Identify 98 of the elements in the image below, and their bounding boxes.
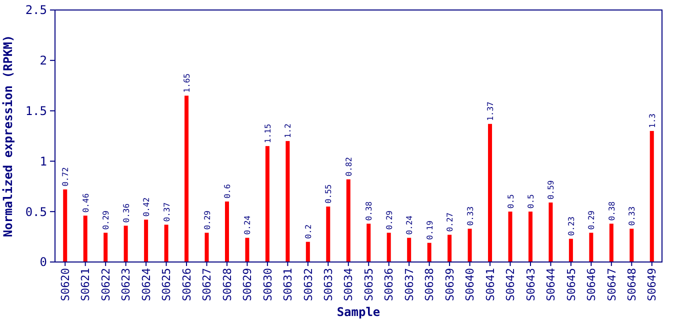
x-tick-label: S0621 bbox=[79, 268, 92, 302]
data-label: 0.37 bbox=[162, 202, 172, 222]
x-tick-label: S0639 bbox=[443, 268, 456, 302]
data-label: 0.72 bbox=[61, 166, 70, 186]
bar bbox=[568, 238, 573, 262]
x-tick-label: S0641 bbox=[484, 268, 497, 302]
bar bbox=[427, 242, 432, 262]
bar bbox=[63, 189, 68, 262]
bar bbox=[386, 232, 391, 262]
x-tick-label: S0632 bbox=[302, 268, 315, 302]
bar bbox=[286, 141, 290, 262]
data-label: 0.29 bbox=[384, 210, 394, 230]
bar bbox=[144, 220, 148, 262]
bar bbox=[528, 212, 532, 262]
y-tick-label: 2.5 bbox=[25, 3, 47, 18]
x-tick-label: S0636 bbox=[382, 268, 396, 302]
bar bbox=[224, 202, 229, 262]
data-label: 0.5 bbox=[526, 194, 536, 209]
bar bbox=[630, 228, 634, 262]
x-tick-label: S0622 bbox=[99, 268, 112, 302]
x-tick-label: S0640 bbox=[464, 268, 477, 302]
bar bbox=[366, 224, 371, 262]
data-label: 1.2 bbox=[284, 123, 293, 138]
x-tick-label: S0624 bbox=[140, 268, 153, 302]
x-tick-label: S0630 bbox=[261, 268, 274, 302]
x-axis-title: Sample bbox=[336, 305, 380, 319]
data-label: 0.33 bbox=[628, 206, 637, 226]
bar bbox=[448, 234, 452, 262]
x-tick-label: S0648 bbox=[626, 268, 638, 302]
x-tick-label: S0627 bbox=[200, 268, 214, 302]
data-label: 1.65 bbox=[182, 73, 192, 93]
bar bbox=[326, 206, 330, 262]
x-tick-label: S0643 bbox=[524, 268, 538, 302]
bar bbox=[508, 212, 512, 262]
bar bbox=[245, 238, 250, 262]
data-label: 0.29 bbox=[102, 210, 111, 230]
x-tick-label: S0634 bbox=[342, 268, 356, 302]
data-label: 0.27 bbox=[446, 212, 455, 232]
bar bbox=[306, 242, 310, 262]
bar bbox=[548, 202, 553, 262]
x-tick-label: S0649 bbox=[646, 268, 659, 302]
data-label: 0.19 bbox=[425, 220, 434, 240]
data-label: 0.38 bbox=[364, 201, 374, 221]
bar bbox=[124, 226, 128, 262]
data-label: 0.29 bbox=[587, 210, 596, 230]
y-axis-title: Normalized expression (RPKM) bbox=[1, 34, 15, 238]
data-label: 1.15 bbox=[263, 124, 272, 144]
bar bbox=[204, 232, 209, 262]
y-tick-label: 0.5 bbox=[25, 204, 47, 219]
bar bbox=[184, 96, 189, 262]
bar bbox=[164, 224, 168, 262]
x-tick-label: S0628 bbox=[220, 268, 234, 302]
x-tick-label: S0646 bbox=[585, 268, 598, 302]
data-label: 0.46 bbox=[81, 193, 90, 213]
x-tick-label: S0629 bbox=[241, 268, 254, 302]
x-tick-label: S0633 bbox=[322, 268, 335, 302]
bar bbox=[488, 124, 492, 262]
bar bbox=[589, 232, 594, 262]
bar bbox=[609, 224, 614, 262]
x-tick-label: S0623 bbox=[120, 268, 133, 302]
data-label: 0.23 bbox=[566, 216, 576, 236]
x-tick-label: S0645 bbox=[564, 268, 578, 302]
data-label: 0.2 bbox=[304, 224, 313, 239]
data-label: 0.24 bbox=[405, 215, 414, 235]
x-tick-label: S0635 bbox=[362, 268, 376, 302]
data-label: 0.59 bbox=[546, 180, 556, 200]
y-tick-label: 0 bbox=[40, 255, 47, 270]
data-label: 0.82 bbox=[344, 156, 354, 176]
bar bbox=[650, 130, 654, 262]
data-label: 0.55 bbox=[324, 184, 334, 204]
x-tick-label: S0644 bbox=[544, 268, 558, 302]
data-label: 0.29 bbox=[202, 210, 212, 230]
data-label: 1.37 bbox=[486, 101, 496, 121]
y-tick-label: 1.5 bbox=[25, 104, 47, 118]
bar bbox=[104, 232, 108, 262]
x-tick-label: S0626 bbox=[180, 268, 194, 302]
data-label: 1.3 bbox=[648, 113, 657, 128]
data-label: 0.36 bbox=[122, 203, 131, 223]
x-tick-label: S0620 bbox=[58, 268, 72, 302]
x-tick-label: S0631 bbox=[282, 268, 295, 302]
bar bbox=[346, 179, 350, 262]
bar bbox=[265, 146, 270, 262]
x-tick-label: S0637 bbox=[402, 268, 416, 302]
bar bbox=[83, 216, 88, 262]
bar bbox=[468, 228, 472, 262]
x-tick-label: S0647 bbox=[605, 268, 618, 302]
x-tick-label: S0638 bbox=[423, 268, 436, 302]
data-label: 0.42 bbox=[142, 197, 152, 217]
bar bbox=[407, 238, 412, 262]
data-label: 0.33 bbox=[466, 206, 475, 226]
x-tick-label: S0642 bbox=[504, 268, 518, 302]
y-tick-label: 2 bbox=[40, 54, 47, 68]
data-label: 0.6 bbox=[222, 184, 232, 199]
data-label: 0.5 bbox=[506, 194, 516, 209]
data-label: 0.38 bbox=[607, 201, 616, 221]
data-label: 0.24 bbox=[243, 215, 252, 235]
x-tick-label: S0625 bbox=[160, 268, 174, 302]
y-tick-label: 1 bbox=[40, 154, 47, 168]
